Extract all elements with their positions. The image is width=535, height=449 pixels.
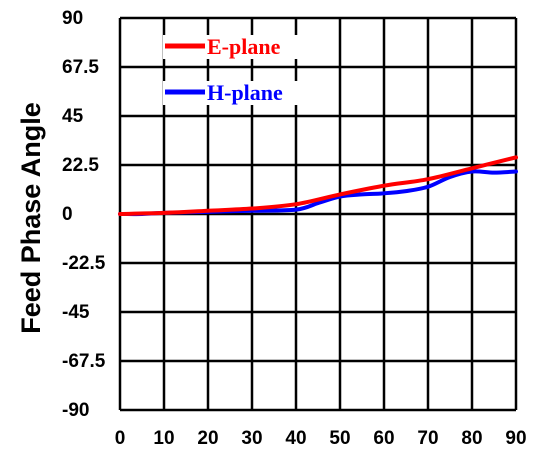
- y-tick-label: -45: [62, 302, 90, 323]
- legend-label: E-plane: [207, 34, 281, 59]
- y-tick-label: -22.5: [62, 253, 106, 274]
- y-tick-label: 90: [62, 8, 83, 29]
- x-tick-label: 0: [115, 428, 126, 449]
- y-tick-label: 22.5: [62, 155, 99, 176]
- series-line-e-plane: [118, 155, 518, 216]
- y-tick-label: 0: [62, 204, 73, 225]
- y-axis-ticks: 90 67.5 45 22.5 0 -22.5 -45 -67.5 -90: [62, 8, 106, 421]
- x-tick-label: 40: [285, 428, 306, 449]
- y-tick-label: 45: [62, 106, 84, 127]
- x-tick-label: 70: [417, 428, 438, 449]
- y-tick-label: -90: [62, 400, 89, 421]
- x-tick-label: 90: [505, 428, 526, 449]
- series-layer: [118, 155, 518, 217]
- y-tick-label: 67.5: [62, 57, 99, 78]
- y-axis-label: Feed Phase Angle: [16, 102, 46, 334]
- legend-label: H-plane: [207, 80, 283, 105]
- x-tick-label: 10: [153, 428, 174, 449]
- legend: E-plane H-plane: [163, 34, 315, 105]
- x-tick-label: 50: [329, 428, 350, 449]
- y-tick-label: -67.5: [62, 351, 106, 372]
- x-axis-ticks: 0 10 20 30 40 50 60 70 80 90: [115, 428, 527, 449]
- x-tick-label: 20: [197, 428, 218, 449]
- x-tick-label: 80: [461, 428, 482, 449]
- x-tick-label: 30: [241, 428, 262, 449]
- x-tick-label: 60: [373, 428, 394, 449]
